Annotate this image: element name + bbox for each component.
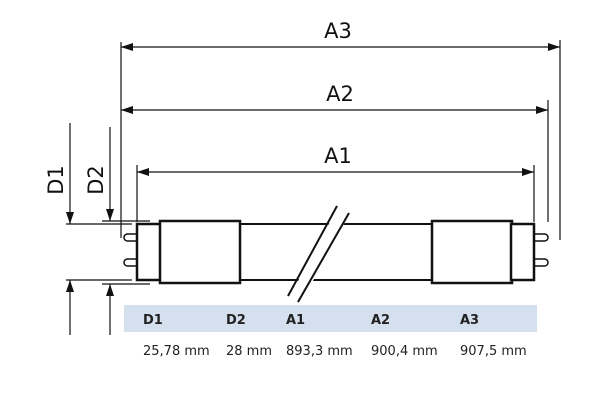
header-d2: D2 [226, 313, 246, 328]
header-d1: D1 [143, 313, 163, 328]
a1-label: A1 [324, 144, 352, 168]
d1-label: D1 [44, 165, 68, 195]
fluorescent-tube [123, 219, 549, 285]
header-a2: A2 [371, 313, 390, 328]
left-end-cap [135, 222, 163, 282]
header-a1: A1 [286, 313, 305, 328]
value-a2: 900,4 mm [371, 344, 438, 359]
value-a1: 893,3 mm [286, 344, 353, 359]
a2-label: A2 [326, 82, 354, 106]
value-d2: 28 mm [226, 344, 272, 359]
table-header-band [124, 305, 537, 332]
right-end-cap [509, 222, 536, 282]
break-line-left [287, 205, 338, 297]
break-gap [290, 207, 350, 301]
a3-label: A3 [324, 19, 352, 43]
right-band [430, 219, 514, 285]
d2-label: D2 [84, 165, 108, 195]
left-band [158, 219, 242, 285]
break-line-right [297, 212, 350, 303]
value-a3: 907,5 mm [460, 344, 527, 359]
value-d1: 25,78 mm [143, 344, 210, 359]
header-a3: A3 [460, 313, 479, 328]
